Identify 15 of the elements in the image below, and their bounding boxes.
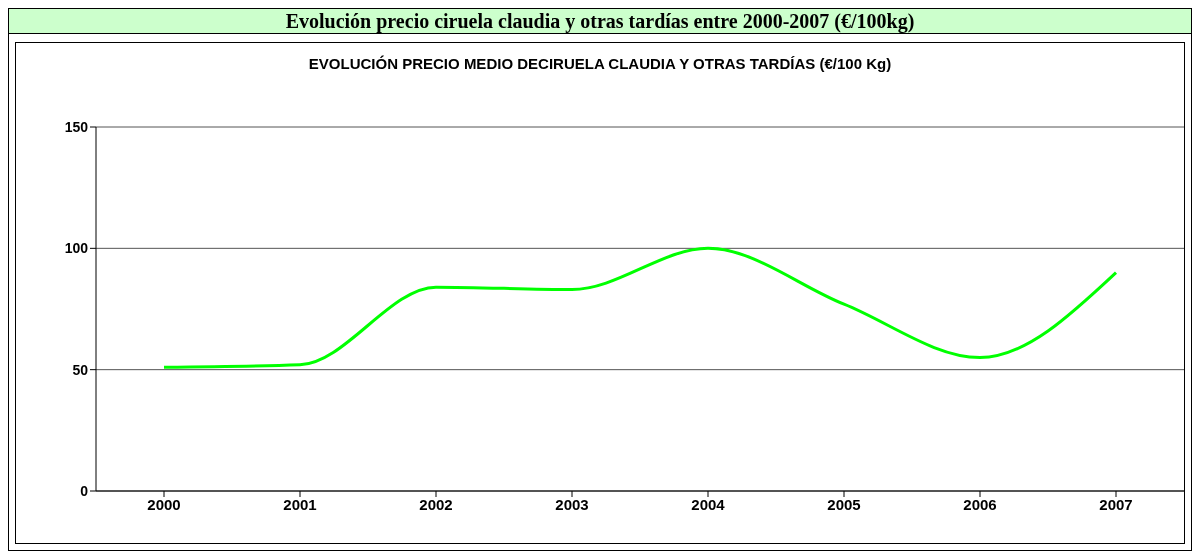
x-tick-label: 2003 <box>555 495 589 513</box>
x-tick-label: 2004 <box>691 495 726 513</box>
y-tick-label: 100 <box>64 240 89 257</box>
y-tick-label: 0 <box>80 482 89 499</box>
x-tick-label: 2000 <box>147 495 181 513</box>
x-tick-label: 2001 <box>283 495 317 513</box>
x-tick-label: 2006 <box>963 495 997 513</box>
chart-title: Evolución precio ciruela claudia y otras tardías entre 2000-2007 (€/100kg) <box>9 9 1191 34</box>
x-tick-label: 2007 <box>1099 495 1133 513</box>
x-tick-label: 2002 <box>419 495 453 513</box>
y-tick-label: 150 <box>64 118 89 135</box>
y-tick-label: 50 <box>72 361 89 378</box>
x-tick-label: 2005 <box>827 495 861 513</box>
chart-subtitle: EVOLUCIÓN PRECIO MEDIO DECIRUELA CLAUDIA Y OTRAS TARDÍAS (€/100 Kg) <box>307 55 893 72</box>
line-series <box>162 246 1118 369</box>
